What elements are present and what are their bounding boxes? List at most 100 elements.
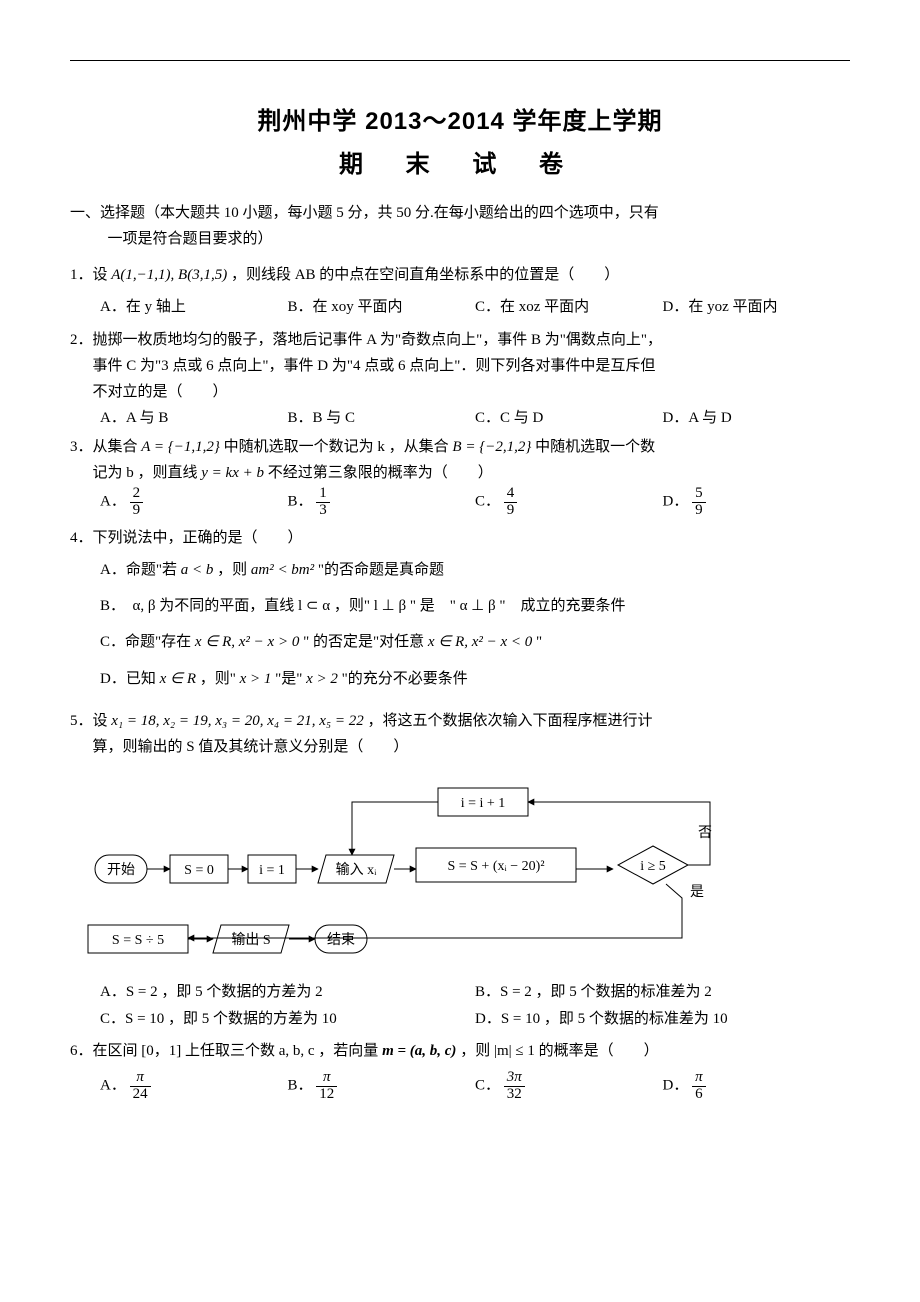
section-mc-lead-cont: 一项是符合题目要求的） — [70, 227, 850, 253]
q4-C-a: C．命题"存在 — [100, 634, 191, 650]
flowchart-svg: 开始S = 0i = 1输入 xᵢi = i + 1S = S + (xᵢ − … — [70, 770, 730, 965]
q6: 6．在区间 [0，1] 上任取三个数 a, b, c ，若向量 m = (a, … — [70, 1038, 850, 1103]
svg-text:i = 1: i = 1 — [259, 863, 285, 878]
q4-A-m1: a < b — [177, 562, 217, 578]
q3-l1end: 中随机选取一个数 — [535, 439, 655, 455]
q6-choice-A: A． π 24 — [100, 1070, 288, 1103]
q5: 5．设 x₁ = 18, x₂ = 19, x₃ = 20, x₄ = 21, … — [70, 708, 850, 1032]
q2-l2: 事件 C 为"3 点或 6 点向上"，事件 D 为"4 点或 6 点向上"．则下… — [70, 353, 850, 379]
q6-B-frac: π 12 — [316, 1070, 337, 1103]
q2-choices: A．A 与 B B．B 与 C C．C 与 D D．A 与 D — [70, 405, 850, 431]
q4-D-m2: x > 1 — [236, 671, 275, 687]
svg-text:输出 S: 输出 S — [231, 932, 270, 948]
q6-A-num: π — [130, 1070, 151, 1087]
q1-choice-A: A．在 y 轴上 — [100, 294, 288, 320]
q3-l1: 3．从集合 A = {−1,1,2} 中随机选取一个数记为 k ，从集合 B =… — [70, 434, 850, 460]
q3-choices: A． 2 9 B． 1 3 C． 4 9 — [70, 486, 850, 519]
q4-D-d: "的充分不必要条件 — [342, 671, 468, 687]
q3-D-num: 5 — [692, 486, 706, 503]
q3-l2: 记为 b ，则直线 y = kx + b 不经过第三象限的概率为（ ） — [70, 460, 850, 486]
q6-stem-a: 6．在区间 [0，1] 上任取三个数 a, b, c ，若向量 — [70, 1043, 382, 1059]
page: 荆州中学 2013～2014 学年度上学期 期 末 试 卷 一、选择题（本大题共… — [0, 0, 920, 1149]
q5-l2: 算，则输出的 S 值及其统计意义分别是（ ） — [70, 734, 850, 760]
q6-D-den: 6 — [692, 1087, 706, 1103]
q3-l1mid: 中随机选取一个数记为 k ，从集合 — [224, 439, 453, 455]
q4-D-c: "是" — [275, 671, 302, 687]
q3-C-num: 4 — [504, 486, 518, 503]
q3-choice-D: D． 5 9 — [663, 486, 851, 519]
q2-choice-A: A．A 与 B — [100, 405, 288, 431]
q3-D-label: D． — [663, 494, 689, 510]
q3-B-num: 1 — [316, 486, 330, 503]
svg-text:输入 xᵢ: 输入 xᵢ — [336, 862, 377, 878]
q4-C-m1: x ∈ R, x² − x > 0 — [191, 634, 303, 650]
q6-A-label: A． — [100, 1078, 126, 1094]
q6-stem-b: ，则 |m| ≤ 1 的概率是（ ） — [456, 1043, 658, 1059]
q3-C-frac: 4 9 — [504, 486, 518, 519]
section-mc-head: 一、选择题（本大题共 10 小题，每小题 5 分，共 50 分.在每小题给出的四… — [70, 201, 850, 252]
q6-B-den: 12 — [316, 1087, 337, 1103]
q3-choice-C: C． 4 9 — [475, 486, 663, 519]
svg-text:开始: 开始 — [107, 862, 135, 878]
q4-choice-A: A．命题"若 a < b ，则 am² < bm² "的否命题是真命题 — [100, 557, 850, 593]
q3-l2eq: y = kx + b — [201, 465, 264, 481]
q2: 2．抛掷一枚质地均匀的骰子，落地后记事件 A 为"奇数点向上"，事件 B 为"偶… — [70, 327, 850, 432]
q5-l1: 5．设 x₁ = 18, x₂ = 19, x₃ = 20, x₄ = 21, … — [70, 708, 850, 734]
q1-choice-C: C．在 xoz 平面内 — [475, 294, 663, 320]
q3-choice-A: A． 2 9 — [100, 486, 288, 519]
q3-D-frac: 5 9 — [692, 486, 706, 519]
title-line2: 期 末 试 卷 — [70, 144, 850, 179]
q6-choices: A． π 24 B． π 12 C． 3π 32 — [70, 1070, 850, 1103]
q4-C-c: " — [536, 634, 542, 650]
q6-D-label: D． — [663, 1078, 689, 1094]
q4-C-m2: x ∈ R, x² − x < 0 — [424, 634, 536, 650]
svg-text:S = S ÷ 5: S = S ÷ 5 — [112, 933, 164, 948]
q1-choices: A．在 y 轴上 B．在 xoy 平面内 C．在 xoz 平面内 D．在 yoz… — [70, 294, 850, 320]
q1-choice-D: D．在 yoz 平面内 — [663, 294, 851, 320]
svg-text:i ≥ 5: i ≥ 5 — [640, 859, 666, 874]
q2-choice-C: C．C 与 D — [475, 405, 663, 431]
q5-l1b: ，将这五个数据依次输入下面程序框进行计 — [368, 713, 653, 729]
q4-choice-C: C．命题"存在 x ∈ R, x² − x > 0 " 的否定是"对任意 x ∈… — [100, 629, 850, 665]
q5-choice-C: C．S = 10 ，即 5 个数据的方差为 10 — [100, 1006, 475, 1032]
q4: 4．下列说法中，正确的是（ ） A．命题"若 a < b ，则 am² < bm… — [70, 525, 850, 702]
q4-D-m1: x ∈ R — [156, 671, 200, 687]
q6-stem: 6．在区间 [0，1] 上任取三个数 a, b, c ，若向量 m = (a, … — [70, 1038, 850, 1064]
q5-flowchart: 开始S = 0i = 1输入 xᵢi = i + 1S = S + (xᵢ − … — [70, 770, 850, 965]
q3-D-den: 9 — [692, 503, 706, 519]
svg-text:i = i + 1: i = i + 1 — [461, 796, 506, 811]
q6-B-label: B． — [288, 1078, 313, 1094]
q5-choice-B: B．S = 2 ，即 5 个数据的标准差为 2 — [475, 979, 850, 1005]
q3-B-frac: 1 3 — [316, 486, 330, 519]
q3-C-den: 9 — [504, 503, 518, 519]
q6-choice-D: D． π 6 — [663, 1070, 851, 1103]
q4-D-m3: x > 2 — [302, 671, 341, 687]
q6-A-den: 24 — [130, 1087, 151, 1103]
q4-A-a: A．命题"若 — [100, 562, 177, 578]
q5-choice-D: D．S = 10 ，即 5 个数据的标准差为 10 — [475, 1006, 850, 1032]
q1-stem: 1．设 A(1,−1,1), B(3,1,5) ，则线段 AB 的中点在空间直角… — [70, 262, 850, 288]
q3-A-frac: 2 9 — [130, 486, 144, 519]
section-mc-lead: 一、选择题（本大题共 10 小题，每小题 5 分，共 50 分.在每小题给出的四… — [70, 205, 659, 221]
q4-D-b: ，则" — [200, 671, 236, 687]
q3-C-label: C． — [475, 494, 500, 510]
q3-set2: B = {−2,1,2} — [452, 439, 531, 455]
q1-stem-b: ，则线段 AB 的中点在空间直角坐标系中的位置是（ ） — [231, 267, 619, 283]
q5-l1eq: x₁ = 18, x₂ = 19, x₃ = 20, x₄ = 21, x₅ =… — [108, 713, 368, 729]
q4-D-a: D．已知 — [100, 671, 156, 687]
q1-stem-a: 1．设 — [70, 267, 108, 283]
q5-l1a: 5．设 — [70, 713, 108, 729]
q3-l1a: 3．从集合 — [70, 439, 138, 455]
q4-A-b: ，则 — [217, 562, 247, 578]
svg-text:是: 是 — [690, 885, 704, 900]
q6-D-frac: π 6 — [692, 1070, 706, 1103]
svg-text:S = S + (xᵢ − 20)²: S = S + (xᵢ − 20)² — [447, 859, 544, 874]
q3-A-label: A． — [100, 494, 126, 510]
q6-D-num: π — [692, 1070, 706, 1087]
q3-A-num: 2 — [130, 486, 144, 503]
q4-choice-D: D．已知 x ∈ R ，则" x > 1 "是" x > 2 "的充分不必要条件 — [100, 666, 850, 702]
q6-stem-m: m = (a, b, c) — [382, 1043, 456, 1059]
q6-C-label: C． — [475, 1078, 500, 1094]
q3-set1: A = {−1,1,2} — [141, 439, 220, 455]
q2-l1: 2．抛掷一枚质地均匀的骰子，落地后记事件 A 为"奇数点向上"，事件 B 为"偶… — [70, 327, 850, 353]
